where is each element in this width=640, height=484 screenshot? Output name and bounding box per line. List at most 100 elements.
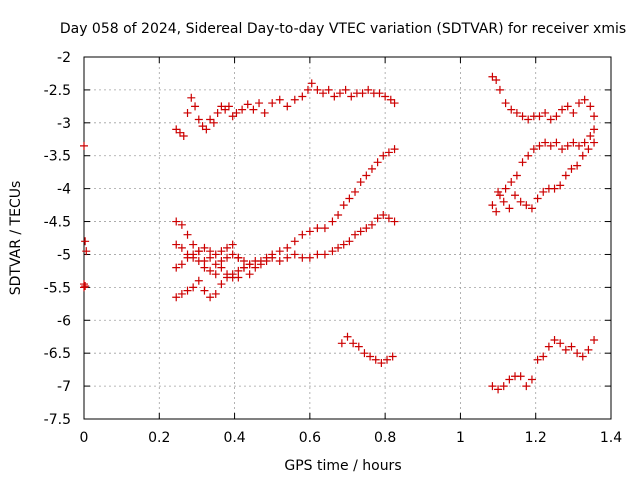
- data-point-track-j: [561, 171, 570, 180]
- data-point-track-f: [81, 282, 90, 291]
- data-point-track-g: [360, 349, 369, 358]
- data-point-track-i: [524, 151, 533, 160]
- x-tick-label: 0.4: [223, 430, 245, 446]
- data-point-track-a: [324, 85, 333, 94]
- data-point-track-b: [223, 253, 232, 262]
- data-point-track-b: [339, 201, 348, 210]
- data-point-track-k: [522, 382, 531, 391]
- data-point-track-i: [507, 178, 516, 187]
- data-point-track-k: [488, 382, 497, 391]
- y-tick-label: -5: [57, 247, 71, 263]
- data-point-track-c: [345, 237, 354, 246]
- data-point-track-i: [558, 145, 567, 154]
- data-point-track-j: [578, 151, 587, 160]
- y-tick-label: -3: [57, 116, 71, 132]
- y-tick-label: -7.5: [44, 412, 71, 428]
- data-point-track-j: [494, 187, 503, 196]
- data-point-track-j: [584, 145, 593, 154]
- data-point-track-a: [298, 92, 307, 101]
- x-tick-label: 0.6: [299, 430, 321, 446]
- data-point-track-i: [535, 141, 544, 150]
- data-point-track-a: [172, 125, 181, 134]
- data-point-track-c: [172, 240, 181, 249]
- data-point-track-k: [590, 336, 599, 345]
- data-point-track-b: [275, 247, 284, 256]
- data-point-track-a: [213, 108, 222, 117]
- data-point-track-d: [223, 243, 232, 252]
- data-point-track-e: [172, 293, 181, 302]
- data-point-track-b: [367, 164, 376, 173]
- data-point-track-d: [245, 270, 254, 279]
- data-point-track-a: [303, 85, 312, 94]
- data-point-track-c: [268, 253, 277, 262]
- y-tick-label: -2.5: [44, 83, 71, 99]
- data-point-track-e: [183, 286, 192, 295]
- data-point-track-i: [512, 171, 521, 180]
- data-point-track-d: [234, 253, 243, 262]
- data-point-track-i: [492, 207, 501, 216]
- data-point-track-k: [505, 375, 514, 384]
- data-point-track-d: [228, 240, 237, 249]
- data-point-track-c: [217, 263, 226, 272]
- y-tick-label: -4: [57, 182, 71, 198]
- data-point-track-b: [320, 224, 329, 233]
- data-point-track-c: [290, 250, 299, 259]
- data-point-track-c: [328, 247, 337, 256]
- data-point-track-g: [371, 355, 380, 364]
- data-point-track-b: [183, 230, 192, 239]
- data-point-track-a: [202, 125, 211, 134]
- data-point-track-a: [358, 89, 367, 98]
- data-point-track-h: [552, 112, 561, 121]
- data-point-track-a: [268, 99, 277, 108]
- x-axis-label: GPS time / hours: [284, 458, 401, 474]
- data-point-track-d: [194, 247, 203, 256]
- data-point-track-k: [573, 349, 582, 358]
- data-point-track-d: [206, 247, 215, 256]
- data-point-track-k: [578, 352, 587, 361]
- data-point-track-a: [255, 99, 264, 108]
- x-tick-label: 0.2: [148, 430, 170, 446]
- data-point-track-a: [330, 92, 339, 101]
- data-point-track-i: [575, 141, 584, 150]
- data-point-track-i: [552, 138, 561, 147]
- data-point-track-e: [211, 289, 220, 298]
- data-point-track-a: [221, 105, 230, 114]
- data-point-track-h: [507, 105, 516, 114]
- data-point-track-i: [586, 131, 595, 140]
- data-point-track-a: [275, 95, 284, 104]
- data-point-track-b: [373, 158, 382, 167]
- data-point-track-i: [580, 138, 589, 147]
- data-point-track-c: [339, 240, 348, 249]
- data-point-track-c: [298, 253, 307, 262]
- data-point-track-d: [177, 260, 186, 269]
- data-point-track-b: [313, 224, 322, 233]
- data-point-track-c: [373, 214, 382, 223]
- data-point-track-i: [495, 191, 504, 200]
- data-point-track-b: [283, 243, 292, 252]
- data-point-track-k: [561, 345, 570, 354]
- data-point-track-b: [351, 187, 360, 196]
- data-point-track-c: [305, 253, 314, 262]
- data-point-track-c: [211, 270, 220, 279]
- data-point-track-b: [384, 148, 393, 157]
- data-point-track-j: [556, 181, 565, 190]
- data-point-track-a: [341, 85, 350, 94]
- data-point-track-a: [224, 102, 233, 111]
- data-point-track-a: [283, 102, 292, 111]
- data-point-track-b: [290, 237, 299, 246]
- data-point-track-a: [260, 108, 269, 117]
- data-point-track-b: [298, 230, 307, 239]
- data-point-track-b: [356, 178, 365, 187]
- data-point-track-b: [211, 260, 220, 269]
- data-point-track-c: [194, 257, 203, 266]
- data-point-track-b: [305, 227, 314, 236]
- data-point-track-c: [334, 243, 343, 252]
- data-point-track-g: [349, 339, 358, 348]
- grid-lines: [84, 57, 611, 419]
- data-point-track-k: [516, 372, 525, 381]
- data-point-track-c: [379, 210, 388, 219]
- data-point-track-j: [516, 197, 525, 206]
- data-point-track-g: [343, 332, 352, 341]
- data-point-track-k: [584, 345, 593, 354]
